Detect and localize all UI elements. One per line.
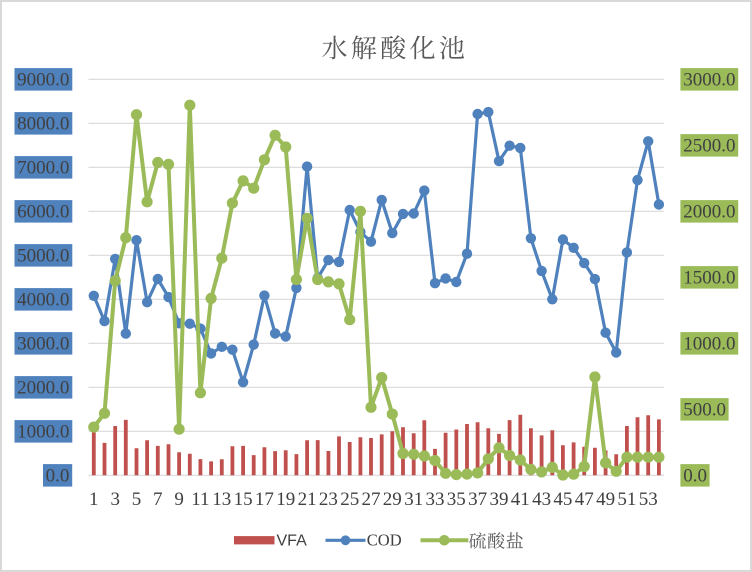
svg-text:3000.0: 3000.0	[683, 70, 735, 91]
svg-text:53: 53	[639, 489, 658, 510]
svg-text:1: 1	[89, 489, 99, 510]
svg-text:29: 29	[383, 489, 402, 510]
svg-text:0.0: 0.0	[46, 466, 70, 487]
svg-text:13: 13	[212, 489, 231, 510]
svg-text:21: 21	[298, 489, 317, 510]
svg-text:2000.0: 2000.0	[17, 378, 69, 399]
svg-text:9: 9	[174, 489, 184, 510]
svg-text:4000.0: 4000.0	[17, 290, 69, 311]
svg-text:37: 37	[468, 489, 487, 510]
svg-text:9000.0: 9000.0	[17, 70, 69, 91]
svg-text:39: 39	[490, 489, 509, 510]
svg-text:8000.0: 8000.0	[17, 114, 69, 135]
svg-text:19: 19	[276, 489, 295, 510]
svg-text:COD: COD	[367, 531, 402, 550]
svg-text:23: 23	[319, 489, 338, 510]
svg-text:7: 7	[153, 489, 163, 510]
svg-text:15: 15	[234, 489, 253, 510]
svg-text:6000.0: 6000.0	[17, 202, 69, 223]
svg-text:27: 27	[362, 489, 381, 510]
svg-text:5000.0: 5000.0	[17, 246, 69, 267]
svg-text:1000.0: 1000.0	[17, 422, 69, 443]
svg-text:33: 33	[426, 489, 445, 510]
svg-text:47: 47	[575, 489, 594, 510]
svg-text:1500.0: 1500.0	[683, 268, 735, 289]
svg-text:2000.0: 2000.0	[683, 202, 735, 223]
svg-text:49: 49	[596, 489, 615, 510]
svg-text:31: 31	[404, 489, 423, 510]
svg-text:43: 43	[532, 489, 551, 510]
svg-text:3000.0: 3000.0	[17, 334, 69, 355]
svg-text:17: 17	[255, 489, 274, 510]
svg-text:VFA: VFA	[277, 533, 308, 550]
svg-text:5: 5	[132, 489, 142, 510]
svg-text:0.0: 0.0	[683, 466, 707, 487]
svg-text:45: 45	[553, 489, 572, 510]
svg-text:25: 25	[340, 489, 359, 510]
svg-text:41: 41	[511, 489, 530, 510]
svg-text:2500.0: 2500.0	[683, 136, 735, 157]
svg-text:35: 35	[447, 489, 466, 510]
svg-text:7000.0: 7000.0	[17, 158, 69, 179]
svg-text:500.0: 500.0	[683, 400, 726, 421]
svg-text:11: 11	[191, 489, 209, 510]
svg-text:51: 51	[617, 489, 636, 510]
svg-text:1000.0: 1000.0	[683, 334, 735, 355]
svg-text:3: 3	[110, 489, 120, 510]
